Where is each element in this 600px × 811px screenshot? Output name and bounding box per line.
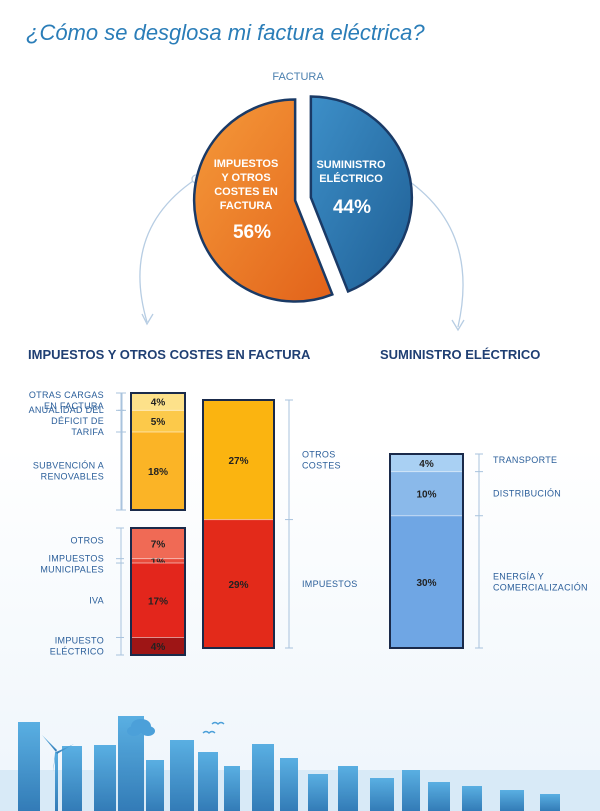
section-title-impuestos: IMPUESTOS Y OTROS COSTES EN FACTURA [28, 347, 311, 362]
slice-label-line: FACTURA [220, 200, 273, 212]
bar-value-label: 1% [151, 557, 166, 568]
pie-label-right: SUMINISTRO ELÉCTRICO 44% [316, 159, 386, 218]
bar-value-label: 18% [148, 467, 168, 478]
bar-segment [390, 515, 463, 648]
slice-label-line: IMPUESTOS [214, 158, 279, 170]
segment-label: IMPUESTO ELÉCTRICO [50, 636, 104, 657]
connector-arrows [139, 178, 465, 332]
bar-outline [130, 392, 186, 511]
bar-value-label: 4% [151, 642, 166, 653]
svg-text:Y OTROS: Y OTROS [221, 172, 270, 184]
bar-value-label: 5% [151, 417, 166, 428]
bar-value-label: 4% [419, 459, 434, 470]
pie-slice [192, 98, 334, 303]
bar-value-label: 30% [416, 578, 436, 589]
city-skyline-illustration [0, 716, 600, 811]
segment-label: OTROS COSTES [302, 449, 341, 470]
bar-segment [203, 519, 274, 648]
slice-label-line: COSTES EN [214, 186, 278, 198]
segment-label: TRANSPORTE [493, 455, 557, 465]
bar-value-label: 4% [151, 398, 166, 409]
bar-outline [130, 527, 186, 656]
bar-segment [390, 471, 463, 516]
bar-value-label: 7% [151, 539, 166, 550]
svg-text:SUMINISTRO: SUMINISTRO [316, 159, 386, 171]
bar-segment [131, 563, 185, 638]
bar-value-label: 17% [148, 596, 168, 607]
page-title: ¿Cómo se desglosa mi factura eléctrica? [26, 20, 425, 45]
bar-segment [131, 558, 185, 564]
slice-value-label: 44% [333, 197, 371, 218]
svg-text:FACTURA: FACTURA [220, 200, 273, 212]
slice-label-line: ELÉCTRICO [319, 172, 383, 185]
segment-label: OTROS [70, 535, 104, 545]
segment-label: SUBVENCIÓN A RENOVABLES [33, 461, 104, 482]
pie-label-left: IMPUESTOS Y OTROS COSTES EN FACTURA 56% [214, 158, 279, 243]
pie-slice [309, 95, 414, 294]
pie-chart [192, 95, 414, 303]
svg-text:IMPUESTOS: IMPUESTOS [214, 158, 279, 170]
segment-label: ENERGÍA Y COMERCIALIZACIÓN [493, 571, 588, 592]
svg-text:ELÉCTRICO: ELÉCTRICO [319, 172, 383, 185]
bar-value-label: 27% [228, 456, 248, 467]
bar-segment [131, 432, 185, 510]
slice-value-label: 56% [233, 222, 271, 243]
section-title-suministro: SUMINISTRO ELÉCTRICO [380, 347, 540, 362]
segment-label: OTRAS CARGAS EN FACTURA [29, 390, 104, 411]
segment-label: ANUALIDAD DEL DÉFICIT DE TARIFA [29, 405, 104, 437]
bar-segment [131, 528, 185, 559]
pie-title: FACTURA [272, 71, 324, 83]
svg-text:COSTES EN: COSTES EN [214, 186, 278, 198]
slice-label-line: SUMINISTRO [316, 159, 386, 171]
bar-segment [203, 400, 274, 520]
bar-value-label: 10% [416, 490, 436, 501]
segment-label: DISTRIBUCIÓN [493, 489, 561, 499]
bar-outline [389, 453, 464, 649]
segment-label: IMPUESTOS [302, 579, 358, 589]
bar-segment [131, 410, 185, 432]
segment-label: IMPUESTOS MUNICIPALES [40, 553, 104, 574]
bar-segment [131, 637, 185, 655]
slice-label-line: Y OTROS [221, 172, 270, 184]
segment-label: IVA [89, 595, 104, 605]
bar-outline [202, 399, 275, 649]
bar-value-label: 29% [228, 580, 248, 591]
bar-segment [131, 393, 185, 411]
bar-segment [390, 454, 463, 472]
